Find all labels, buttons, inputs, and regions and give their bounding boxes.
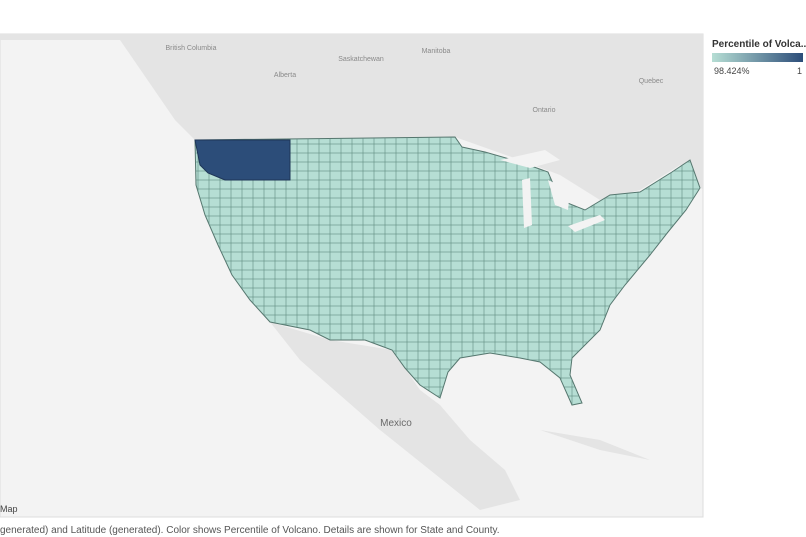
legend-title: Percentile of Volca..	[712, 39, 806, 50]
caption: generated) and Latitude (generated). Col…	[0, 525, 500, 536]
legend-max: 1	[797, 66, 802, 76]
lake	[548, 180, 570, 210]
place-label: Alberta	[274, 72, 296, 79]
place-label: Manitoba	[422, 48, 451, 55]
legend-min: 98.424%	[714, 66, 750, 76]
lake	[500, 150, 560, 168]
place-label: Mexico	[380, 418, 412, 429]
map-tab[interactable]: Map	[0, 504, 18, 514]
mexico-land	[270, 322, 520, 510]
legend-gradient	[712, 53, 803, 62]
place-label: Quebec	[639, 78, 664, 85]
place-label: Ontario	[533, 107, 556, 114]
cuba-land	[540, 430, 650, 460]
lake	[522, 178, 532, 228]
lake	[568, 215, 605, 232]
washington-counties[interactable]	[194, 139, 291, 181]
place-label: British Columbia	[166, 45, 217, 52]
place-label: Saskatchewan	[338, 56, 384, 63]
